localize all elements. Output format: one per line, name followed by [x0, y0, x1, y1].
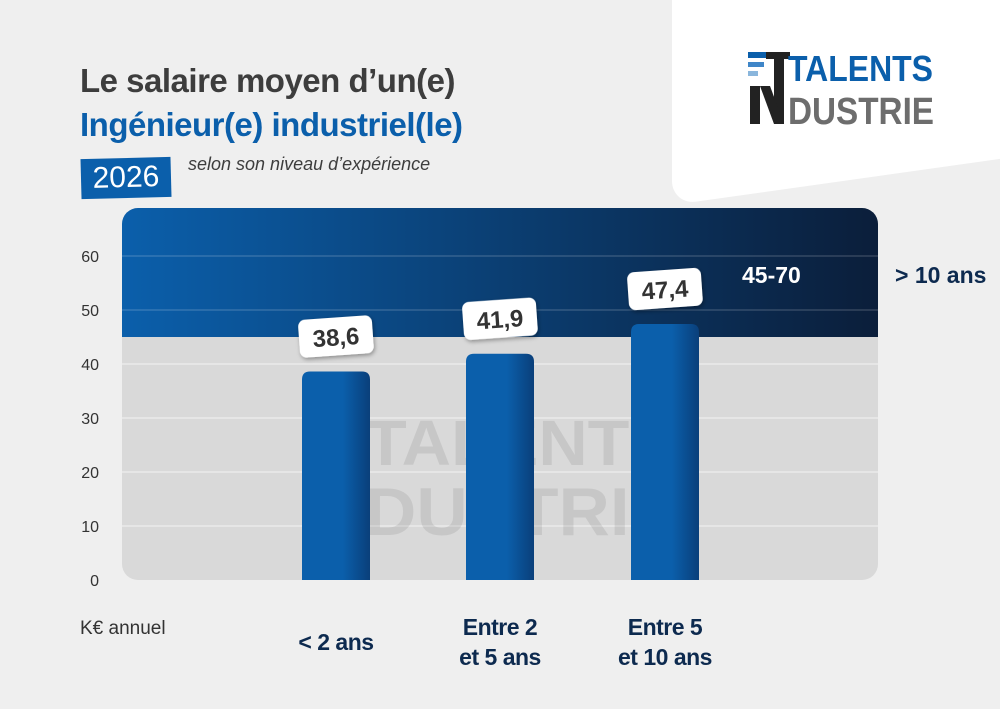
value-label-text: 47,4: [641, 275, 690, 305]
bar: [631, 324, 699, 580]
value-label: 41,9: [462, 297, 538, 340]
y-tick-label: 50: [81, 303, 99, 320]
y-tick-label: 10: [81, 519, 99, 536]
bar: [466, 353, 534, 580]
svg-text:DUSTRIE: DUSTRIE: [788, 91, 934, 128]
y-tick-label: 30: [81, 411, 99, 428]
y-axis-unit: K€ annuel: [80, 618, 166, 639]
value-label: 47,4: [627, 267, 703, 311]
value-label-text: 41,9: [476, 305, 524, 335]
range-band-category: > 10 ans: [895, 262, 987, 288]
title-line2: Ingénieur(e) industriel(le): [80, 106, 463, 143]
bar: [302, 371, 370, 580]
x-category-label: < 2 ans: [298, 629, 374, 655]
value-label-text: 38,6: [312, 323, 360, 353]
x-category-label: Entre 5 et 10 ans: [618, 614, 712, 670]
talents-industrie-logo: TALENTS DUSTRIE: [748, 48, 934, 128]
title-line1: Le salaire moyen d’un(e): [80, 62, 455, 99]
value-label: 38,6: [298, 315, 374, 358]
y-tick-label: 60: [81, 249, 99, 266]
range-band-value: 45-70: [742, 262, 801, 288]
subtitle: selon son niveau d’expérience: [188, 154, 431, 174]
y-tick-label: 0: [90, 573, 99, 590]
y-tick-label: 20: [81, 465, 99, 482]
y-tick-label: 40: [81, 357, 99, 374]
svg-text:TALENTS: TALENTS: [788, 48, 933, 89]
x-category-label: Entre 2 et 5 ans: [459, 614, 541, 670]
